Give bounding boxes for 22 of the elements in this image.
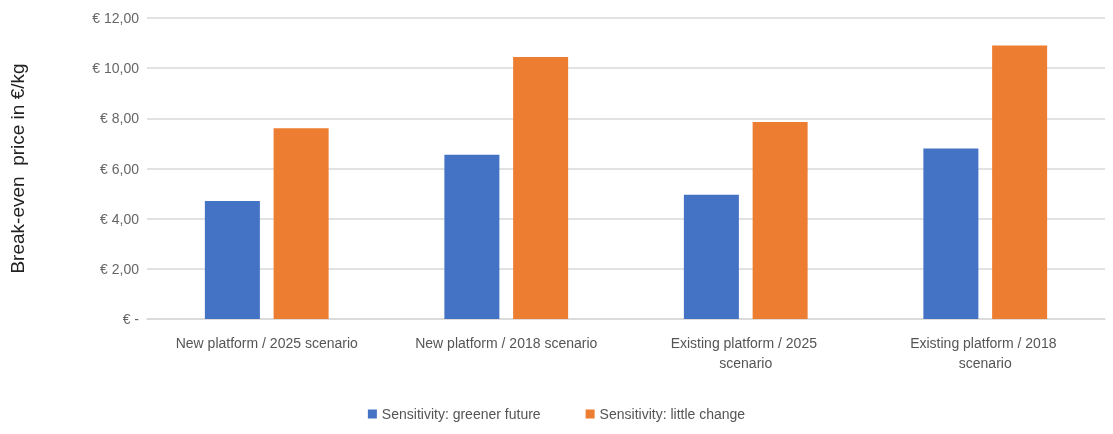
y-tick-label: € - <box>122 311 140 327</box>
bar <box>273 128 329 319</box>
y-tick-label: € 10,00 <box>92 60 140 77</box>
legend-label: Sensitivity: little change <box>599 406 746 422</box>
y-tick-label: € 6,00 <box>100 160 140 177</box>
y-tick-label: € 2,00 <box>100 260 140 277</box>
bar <box>992 45 1048 319</box>
legend-label: Sensitivity: greener future <box>381 406 541 422</box>
y-axis-title: Break-even price in €/kg <box>7 63 28 274</box>
y-tick-label: € 12,00 <box>92 10 140 26</box>
bar <box>204 201 260 319</box>
bar <box>752 122 808 319</box>
x-tick-label: New platform / 2025 scenario <box>175 335 359 351</box>
bar <box>513 56 569 319</box>
y-tick-label: € 4,00 <box>100 210 140 227</box>
x-tick-label: Existing platform / 2025 scenario <box>670 335 821 371</box>
bar <box>444 154 500 319</box>
y-tick-label: € 8,00 <box>100 110 140 127</box>
x-tick-label: New platform / 2018 scenario <box>415 335 598 351</box>
x-tick-label: Existing platform / 2018 scenario <box>910 335 1061 371</box>
bar <box>683 194 739 319</box>
bar <box>923 148 979 319</box>
